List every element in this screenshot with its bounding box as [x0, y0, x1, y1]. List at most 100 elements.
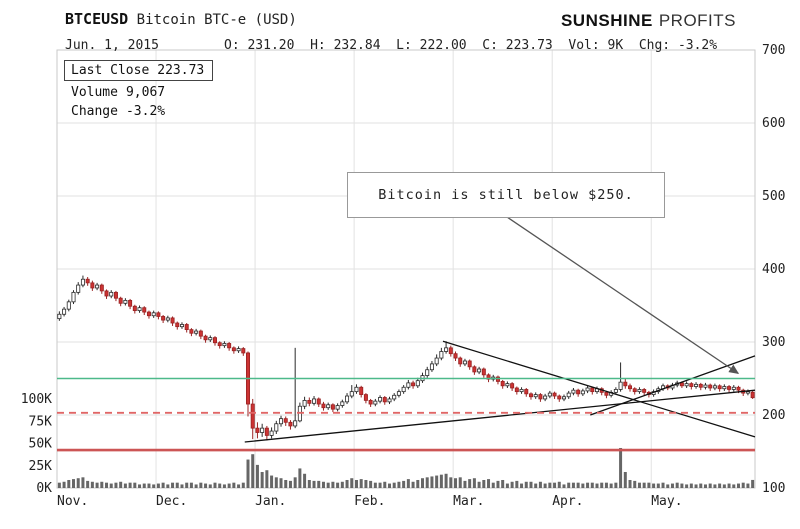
candle — [552, 391, 557, 399]
month-tick-label: Apr. — [552, 494, 583, 509]
candle — [467, 359, 472, 370]
candle — [208, 335, 213, 342]
candle — [335, 403, 340, 412]
candle — [642, 387, 647, 396]
candle — [519, 387, 524, 394]
candle — [628, 383, 633, 392]
price-tick-label: 700 — [762, 43, 785, 58]
volume-label: Volume — [71, 85, 118, 100]
candle — [57, 311, 62, 321]
ascending-wedge-line — [590, 355, 756, 416]
candle — [547, 390, 552, 399]
candle — [231, 346, 236, 354]
candle — [722, 384, 727, 391]
candle — [85, 277, 90, 286]
ticker-symbol: BTCEUSD — [65, 10, 129, 28]
candle — [425, 366, 430, 378]
candle — [222, 341, 227, 348]
last-close-row: Last Close 223.73 — [64, 60, 214, 81]
candle — [599, 387, 604, 396]
candle — [330, 403, 335, 413]
candle — [269, 427, 274, 439]
date-label: Jun. 1, 2015 — [65, 38, 159, 53]
candle — [731, 385, 736, 392]
candle — [618, 362, 623, 392]
ohlc-summary: O: 231.20 H: 232.84 L: 222.00 C: 223.73 … — [224, 38, 718, 53]
volume-row: Volume 9,067 — [64, 85, 213, 100]
candle — [156, 311, 161, 320]
candle — [481, 367, 486, 378]
month-tick-label: Dec. — [156, 494, 187, 509]
candle — [288, 420, 293, 430]
candle — [533, 392, 538, 399]
brand-profits: PROFITS — [658, 11, 736, 30]
candle — [439, 347, 444, 361]
candle — [128, 298, 133, 310]
candle — [382, 396, 387, 405]
price-tick-label: 100 — [762, 481, 785, 496]
candle — [194, 328, 199, 336]
change-row: Change -3.2% — [64, 104, 213, 119]
price-tick-label: 600 — [762, 116, 785, 131]
candle — [453, 351, 458, 361]
candle — [71, 290, 76, 305]
candle — [354, 384, 359, 394]
candle — [396, 389, 401, 398]
change-value: -3.2% — [125, 104, 166, 119]
month-tick-label: Feb. — [354, 494, 385, 509]
candle — [689, 382, 694, 390]
candle — [557, 394, 562, 402]
candle — [363, 393, 368, 404]
plot-frame — [56, 49, 756, 489]
volume-tick-label: 75K — [29, 414, 53, 429]
candle — [708, 383, 713, 391]
axes-labels: 100 200 300 400 500 600 700 0K 25K 50K 75K 100K Nov.… — [21, 43, 786, 509]
candle — [307, 397, 312, 407]
candle — [703, 382, 708, 390]
candle — [345, 393, 350, 405]
candle — [561, 394, 566, 402]
candle — [434, 354, 439, 367]
candle — [632, 387, 637, 395]
candle — [415, 377, 420, 388]
candle — [236, 346, 241, 353]
overlay-lines-layer — [57, 215, 756, 452]
volume-tick-label: 0K — [36, 481, 52, 496]
candle — [349, 385, 354, 399]
candle — [458, 356, 463, 367]
candle — [326, 402, 331, 410]
candle — [165, 315, 170, 323]
candle — [510, 382, 515, 391]
candle — [302, 396, 307, 410]
candle — [741, 388, 746, 397]
candle — [694, 382, 699, 389]
candle — [750, 391, 755, 399]
candle — [571, 387, 576, 396]
candle — [448, 345, 453, 357]
candle — [184, 323, 189, 333]
candle — [76, 282, 81, 295]
candle — [604, 390, 609, 399]
candle — [189, 328, 194, 337]
last-close-value: 223.73 — [157, 63, 205, 78]
month-tick-label: May. — [651, 494, 682, 509]
candle — [260, 423, 265, 437]
candle — [477, 366, 482, 375]
annotation-box: Bitcoin is still below $250. — [347, 172, 665, 218]
candle — [274, 420, 279, 434]
candle — [566, 390, 571, 399]
candle — [142, 306, 147, 315]
candle — [444, 341, 449, 354]
candle — [528, 392, 533, 400]
candle — [637, 387, 642, 394]
candle — [514, 386, 519, 395]
volume-tick-label: 25K — [29, 459, 53, 474]
candle — [90, 280, 95, 291]
candle — [340, 399, 345, 408]
candle — [132, 304, 137, 314]
candle — [198, 329, 203, 340]
candle — [137, 305, 142, 313]
candle — [462, 358, 467, 367]
candle — [250, 398, 255, 440]
candle — [175, 321, 180, 330]
